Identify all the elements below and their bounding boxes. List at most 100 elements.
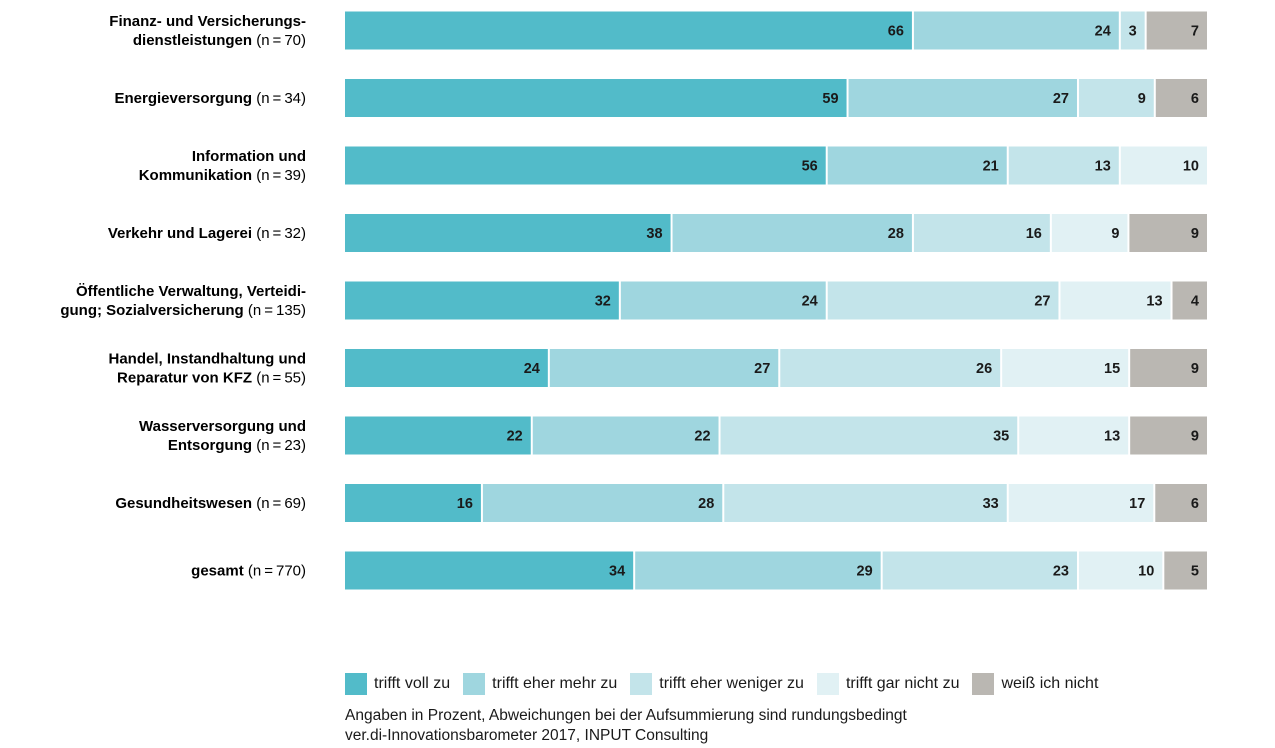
- bar-segment: [724, 484, 1007, 522]
- category-label: Gesundheitswesen (n = 69): [115, 495, 306, 512]
- legend-swatch: [463, 673, 486, 695]
- bar-value-label: 28: [698, 496, 714, 512]
- bar-value-label: 56: [802, 159, 818, 175]
- category-label-name: Öffentliche Verwaltung, Verteidi-: [76, 283, 306, 300]
- bar-segment: [1051, 214, 1128, 252]
- bar-segment: [827, 146, 1007, 185]
- category-label-n: (n = 55): [252, 370, 306, 387]
- category-label: Finanz- und Versicherungs-dienstleistung…: [109, 13, 306, 49]
- bar-value-label: 9: [1191, 429, 1199, 445]
- bar-segment: [848, 79, 1077, 117]
- category-label-name: gung; Sozialversicherung: [60, 302, 243, 319]
- bar-value-label: 24: [802, 294, 818, 310]
- bar-segment: [345, 551, 634, 590]
- bar-row: Energieversorgung (n = 34) 59 27 9 6: [115, 79, 1207, 117]
- bar-row: Verkehr und Lagerei (n = 32) 38 28 16 9 9: [108, 214, 1207, 252]
- bar-value-label: 34: [609, 564, 625, 580]
- bar-value-label: 5: [1191, 564, 1199, 580]
- bar-segment: [549, 349, 779, 387]
- bar-value-label: 28: [888, 226, 904, 242]
- bar-segment: [1155, 484, 1207, 522]
- bar-segment: [780, 349, 1001, 387]
- bar-value-label: 17: [1129, 496, 1145, 512]
- bar-segment: [1008, 484, 1154, 522]
- category-label: Verkehr und Lagerei (n = 32): [108, 225, 306, 242]
- category-label: Öffentliche Verwaltung, Verteidi-gung; S…: [60, 283, 306, 319]
- category-label-name: Entsorgung: [168, 437, 252, 454]
- legend-item: trifft eher mehr zu: [463, 673, 617, 695]
- bar-segment: [482, 484, 723, 522]
- legend: trifft voll zu trifft eher mehr zu trifft …: [345, 673, 1098, 695]
- category-label-name: Wasserversorgung und: [139, 418, 306, 435]
- legend-label: trifft gar nicht zu: [845, 675, 960, 692]
- bar-segment: [1130, 416, 1207, 455]
- bar-value-label: 24: [1095, 24, 1111, 40]
- legend-swatch: [630, 673, 653, 695]
- bar-segment: [913, 11, 1119, 50]
- bar-segment: [1120, 146, 1207, 185]
- bar-value-label: 3: [1129, 24, 1137, 40]
- stacked-bar-chart: Finanz- und Versicherungs-dienstleistung…: [60, 11, 1207, 590]
- bar-value-label: 33: [983, 496, 999, 512]
- bar-value-label: 10: [1138, 564, 1154, 580]
- bar-segment: [1172, 281, 1207, 320]
- bar-segment: [345, 11, 912, 50]
- bar-segment: [1120, 11, 1145, 50]
- bar-segment: [345, 349, 548, 387]
- bar-segment: [345, 214, 671, 252]
- bar-segment: [720, 416, 1018, 455]
- bar-value-label: 7: [1191, 24, 1199, 40]
- category-label: Handel, Instandhaltung und Reparatur von …: [109, 351, 307, 387]
- bar-value-label: 27: [1034, 294, 1050, 310]
- legend-label: trifft voll zu: [374, 675, 451, 692]
- bar-segment: [1146, 11, 1207, 50]
- bar-segment: [345, 281, 619, 320]
- category-label-name: Reparatur von KFZ: [117, 370, 252, 387]
- bar-segment: [827, 281, 1059, 320]
- bar-row: Öffentliche Verwaltung, Verteidi-gung; S…: [60, 281, 1207, 320]
- legend-item: weiß ich nicht: [972, 673, 1098, 695]
- bar-value-label: 23: [1053, 564, 1069, 580]
- bar-value-label: 13: [1146, 294, 1162, 310]
- bar-value-label: 22: [694, 429, 710, 445]
- bar-value-label: 24: [524, 361, 540, 377]
- bar-row: Gesundheitswesen (n = 69) 16 28 33 17 6: [115, 484, 1207, 522]
- bar-row: gesamt (n = 770) 34 29 23 10 5: [191, 551, 1207, 590]
- bar-segment: [1164, 551, 1207, 590]
- category-label-n: (n = 69): [252, 495, 306, 512]
- bar-segment: [1078, 551, 1163, 590]
- category-label-name: Kommunikation: [139, 167, 252, 184]
- bar-value-label: 29: [857, 564, 873, 580]
- legend-swatch: [345, 673, 367, 695]
- bar-row: Wasserversorgung und Entsorgung (n = 23) 2…: [139, 416, 1207, 455]
- bar-segment: [620, 281, 826, 320]
- category-label-n: (n = 70): [252, 32, 306, 49]
- category-label-n: (n = 23): [252, 437, 306, 454]
- category-label-n: (n = 770): [244, 563, 306, 580]
- bar-value-label: 66: [888, 24, 904, 40]
- category-label-n: (n = 135): [244, 302, 306, 319]
- note-source: ver.di-Innovationsbarometer 2017, INPUT …: [345, 727, 709, 744]
- bar-segment: [1008, 146, 1119, 185]
- bar-value-label: 32: [595, 294, 611, 310]
- category-label-name: Energieversorgung: [115, 90, 253, 107]
- bar-value-label: 15: [1104, 361, 1120, 377]
- category-label-name: Information und: [192, 148, 306, 165]
- bar-value-label: 10: [1183, 159, 1199, 175]
- legend-label: trifft eher weniger zu: [659, 675, 804, 692]
- bar-row: Information und Kommunikation (n = 39) 56 2…: [139, 146, 1207, 185]
- category-label-n: (n = 32): [252, 225, 306, 242]
- category-label-name: Gesundheitswesen: [115, 495, 252, 512]
- category-label-name: gesamt: [191, 563, 244, 580]
- legend-item: trifft eher weniger zu: [630, 673, 804, 695]
- bar-value-label: 16: [457, 496, 473, 512]
- bar-value-label: 6: [1191, 91, 1199, 107]
- category-label: Wasserversorgung und Entsorgung (n = 23): [139, 418, 306, 454]
- bar-segment: [532, 416, 719, 455]
- legend-swatch: [816, 673, 839, 695]
- category-label: gesamt (n = 770): [191, 563, 306, 580]
- category-label-name: Finanz- und Versicherungs-: [109, 13, 306, 30]
- legend-label: trifft eher mehr zu: [492, 675, 618, 692]
- bar-value-label: 9: [1111, 226, 1119, 242]
- bar-segment: [1019, 416, 1129, 455]
